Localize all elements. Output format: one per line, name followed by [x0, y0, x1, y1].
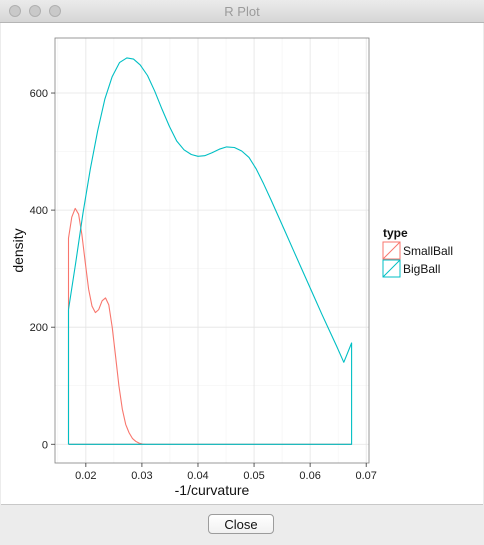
y-tick-label: 400 — [30, 205, 48, 217]
x-tick-label: 0.06 — [299, 470, 320, 482]
window-zoom-dot[interactable] — [49, 5, 61, 17]
legend-key-slash — [382, 241, 401, 260]
y-tick-label: 600 — [30, 88, 48, 100]
legend-label-bigball: BigBall — [403, 262, 440, 276]
plot-area: 0.02 0.03 0.04 0.05 0.06 0.07 0 200 400 600 -1/cur… — [1, 23, 483, 505]
x-tick-label: 0.03 — [131, 470, 152, 482]
legend-key-slash — [382, 259, 401, 278]
y-axis-label: density — [10, 228, 26, 272]
x-axis-label: -1/curvature — [175, 482, 250, 498]
window-title: R Plot — [224, 4, 260, 19]
window-close-dot[interactable] — [9, 5, 21, 17]
close-button[interactable]: Close — [208, 514, 274, 534]
plot-panel-border — [54, 37, 370, 464]
legend-label-smallball: SmallBall — [403, 244, 453, 258]
y-tick-label: 0 — [42, 439, 48, 451]
y-tick-label: 200 — [30, 322, 48, 334]
series-bigball — [67, 57, 353, 445]
legend-title: type — [383, 226, 408, 240]
x-tick-label: 0.04 — [187, 470, 208, 482]
title-bar: R Plot — [0, 0, 484, 23]
x-tick-label: 0.05 — [243, 470, 264, 482]
x-tick-label: 0.02 — [75, 470, 96, 482]
plot-panel — [55, 38, 369, 463]
density-chart: 0.02 0.03 0.04 0.05 0.06 0.07 0 200 400 600 -1/cur… — [10, 37, 453, 498]
window-minimize-dot[interactable] — [29, 5, 41, 17]
x-tick-label: 0.07 — [355, 470, 376, 482]
